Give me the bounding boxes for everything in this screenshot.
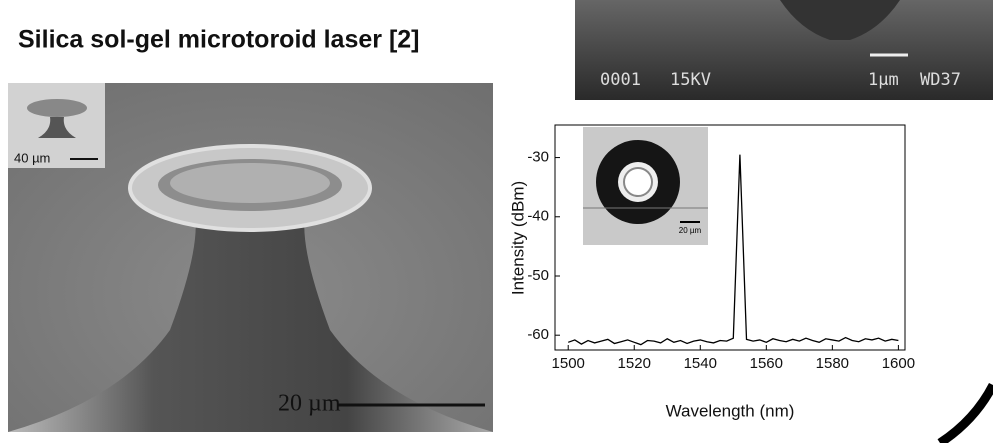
decorative-arc — [940, 385, 993, 443]
y-tick-label: -30 — [527, 149, 549, 166]
sem-label: 1µm — [868, 70, 899, 90]
x-tick-label: 1580 — [816, 355, 849, 372]
page: Silica sol-gel microtoroid laser [2] 000… — [0, 0, 993, 443]
y-tick-label: -50 — [527, 267, 549, 284]
x-tick-label: 1520 — [618, 355, 651, 372]
x-tick-label: 1600 — [882, 355, 915, 372]
sem-main-image: 40 µm 20 µm — [8, 83, 493, 432]
spectrum-chart: 20 µm Wavelength (nm) Intensity (dBm) 15… — [508, 125, 915, 420]
sem-label: 0001 — [600, 70, 641, 90]
sem-label: 15KV — [670, 70, 711, 90]
x-tick-label: 1560 — [750, 355, 783, 372]
y-tick-label: -60 — [527, 326, 549, 343]
y-tick-label: -40 — [527, 208, 549, 225]
x-tick-label: 1540 — [684, 355, 717, 372]
scale-label: 20 µm — [278, 391, 341, 417]
sem-label: WD37 — [920, 70, 961, 90]
chart-inset-scale: 20 µm — [679, 226, 702, 235]
x-axis-title: Wavelength (nm) — [666, 401, 795, 420]
y-axis-title: Intensity (dBm) — [508, 181, 527, 295]
slide-title: Silica sol-gel microtoroid laser [2] — [18, 26, 420, 54]
x-tick-label: 1500 — [552, 355, 585, 372]
chart-inset: 20 µm — [583, 127, 708, 245]
slide: Silica sol-gel microtoroid laser [2] 000… — [0, 0, 993, 443]
inset-scale-label: 40 µm — [14, 150, 50, 165]
sem-top-image: 0001 15KV 1µm WD37 — [575, 0, 993, 100]
